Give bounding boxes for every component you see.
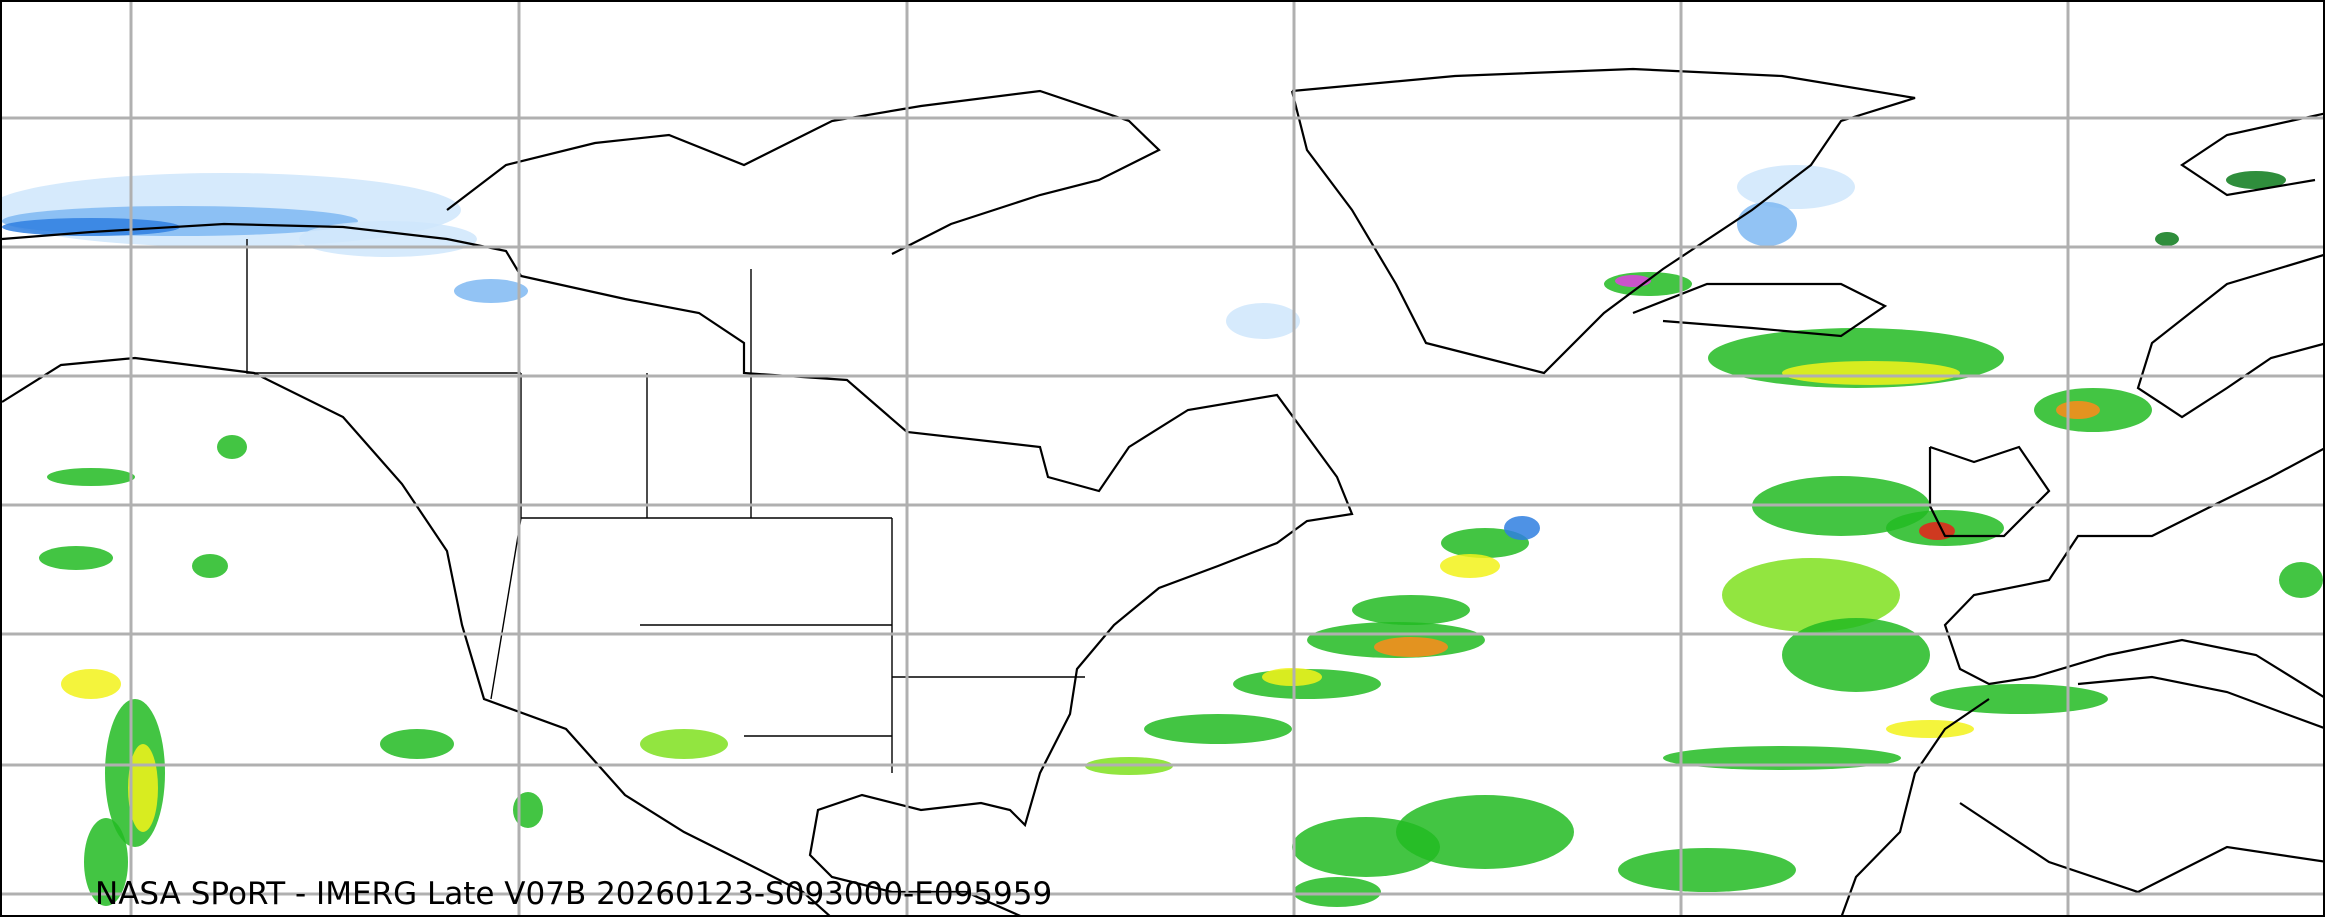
coastline — [1632, 282, 1888, 338]
precipitation-area — [640, 729, 728, 759]
precipitation-area — [1262, 668, 1322, 686]
coastline — [2, 222, 1354, 915]
border-line — [490, 517, 522, 700]
precipitation-area — [2056, 401, 2100, 419]
precipitation-area — [1440, 554, 1500, 578]
precipitation-area — [454, 279, 528, 303]
coastline — [2077, 675, 2323, 729]
precipitation-area — [2155, 232, 2179, 246]
precipitation-area — [61, 669, 121, 699]
precipitation-area — [2, 218, 180, 236]
precipitation-area — [39, 546, 113, 570]
coastlines-layer — [2, 67, 2323, 915]
precipitation-area — [1722, 558, 1900, 632]
precipitation-area — [1737, 165, 1855, 209]
coastline — [1928, 445, 2051, 538]
map-caption: NASA SPoRT - IMERG Late V07B 20260123-S0… — [95, 876, 1053, 912]
precipitation-area — [1144, 714, 1292, 744]
precipitation-area — [1441, 528, 1529, 558]
coastline — [1290, 67, 1916, 375]
coastline — [1943, 447, 2323, 698]
precipitation-area — [192, 554, 228, 578]
precipitation-area — [84, 818, 128, 906]
precipitation-area — [1352, 595, 1470, 625]
precipitation-area — [47, 468, 135, 486]
precipitation-area — [1396, 795, 1574, 869]
precipitation-area — [1293, 877, 1381, 907]
precipitation-area — [217, 435, 247, 459]
precipitation-area — [1226, 303, 1300, 339]
precipitation-area — [1737, 202, 1797, 246]
coastline — [2, 356, 831, 915]
precipitation-area — [1930, 684, 2108, 714]
precipitation-area — [1504, 516, 1540, 540]
precipitation-area — [380, 729, 454, 759]
coastline — [1959, 802, 2323, 894]
precipitation-layer — [2, 165, 2323, 907]
coastline — [1840, 698, 1990, 915]
coastline — [2136, 254, 2323, 419]
precipitation-area — [1886, 720, 1974, 738]
border-line — [246, 239, 521, 374]
precipitation-area — [2226, 171, 2286, 189]
precipitation-area — [1618, 848, 1796, 892]
precipitation-area — [1919, 522, 1955, 540]
precipitation-area — [1374, 637, 1448, 657]
precipitation-area — [1782, 618, 1930, 692]
precipitation-area — [1782, 361, 1960, 385]
precipitation-area — [2279, 562, 2323, 598]
coastline — [446, 89, 1161, 255]
coastline — [2180, 112, 2323, 197]
